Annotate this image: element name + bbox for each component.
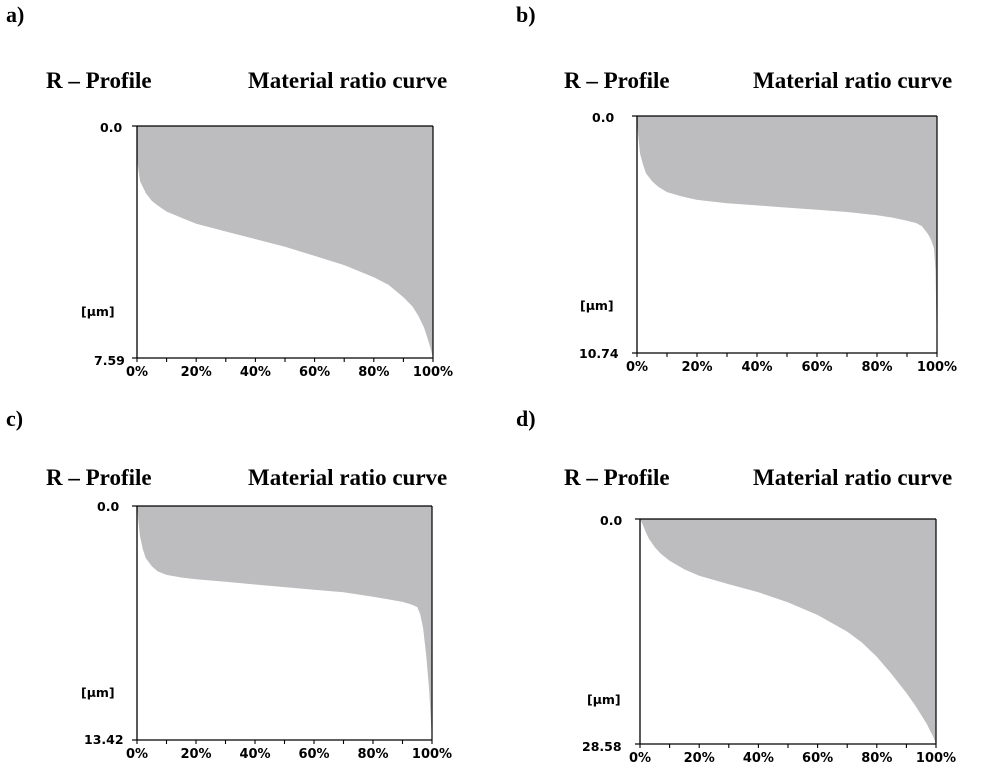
- x-tick-label: 100%: [413, 365, 453, 380]
- x-tick-label: 20%: [684, 751, 715, 766]
- x-tick-label: 80%: [861, 751, 892, 766]
- curve-title: Material ratio curve: [753, 465, 953, 490]
- material-ratio-area: [640, 519, 936, 744]
- x-tick-label: 80%: [358, 365, 389, 380]
- material-ratio-area: [137, 506, 432, 740]
- panel-letter: c): [6, 406, 24, 431]
- x-tick-label: 60%: [299, 365, 330, 380]
- panel-d: d) R – Profile Material ratio curve 0.0 …: [495, 388, 990, 776]
- x-tick-label: 20%: [681, 360, 712, 375]
- profile-title: R – Profile: [46, 68, 152, 93]
- curve-title: Material ratio curve: [753, 68, 953, 93]
- x-tick-label: 40%: [240, 365, 271, 380]
- chart-c: 0% 20% 40% 60% 80% 100%: [126, 505, 452, 762]
- y-bottom-label: 7.59: [94, 353, 125, 368]
- profile-title: R – Profile: [46, 465, 152, 490]
- y-bottom-label: 13.42: [84, 732, 124, 747]
- curve-title: Material ratio curve: [248, 465, 448, 490]
- profile-title: R – Profile: [564, 465, 670, 490]
- y-unit-label: [µm]: [580, 298, 614, 313]
- x-tick-label: 20%: [181, 365, 212, 380]
- panel-letter: a): [6, 2, 25, 27]
- x-tick-label: 100%: [917, 360, 957, 375]
- x-tick-label: 60%: [802, 751, 833, 766]
- x-tick-label: 40%: [743, 751, 774, 766]
- x-tick-label: 60%: [801, 360, 832, 375]
- x-tick-label: 0%: [126, 747, 148, 762]
- x-tick-label: 60%: [298, 747, 329, 762]
- y-bottom-label: 10.74: [579, 346, 619, 361]
- x-tick-label: 80%: [357, 747, 388, 762]
- y-top-label: 0.0: [600, 513, 623, 528]
- x-tick-label: 100%: [916, 751, 956, 766]
- x-tick-label: 100%: [412, 747, 452, 762]
- y-unit-label: [µm]: [81, 685, 115, 700]
- x-tick-label: 80%: [861, 360, 892, 375]
- y-top-label: 0.0: [592, 110, 615, 125]
- chart-b: 0% 20% 40% 60% 80% 100%: [626, 115, 957, 375]
- y-unit-label: [µm]: [587, 692, 621, 707]
- x-tick-label: 0%: [126, 365, 148, 380]
- panel-c: c) R – Profile Material ratio curve 0.0 …: [0, 388, 495, 776]
- material-ratio-area: [637, 116, 937, 353]
- x-tick-label: 0%: [626, 360, 648, 375]
- profile-title: R – Profile: [564, 68, 670, 93]
- y-top-label: 0.0: [100, 120, 123, 135]
- y-top-label: 0.0: [97, 499, 120, 514]
- x-tick-label: 40%: [741, 360, 772, 375]
- x-tick-label: 40%: [239, 747, 270, 762]
- y-bottom-label: 28.58: [582, 739, 622, 754]
- chart-a: 0% 20% 40% 60% 80% 100%: [126, 125, 453, 380]
- panel-b: b) R – Profile Material ratio curve 0.0 …: [495, 0, 990, 388]
- chart-d: 0% 20% 40% 60% 80% 100%: [629, 518, 956, 766]
- panel-a: a) R – Profile Material ratio curve 0.0 …: [0, 0, 495, 388]
- y-unit-label: [µm]: [81, 304, 115, 319]
- curve-title: Material ratio curve: [248, 68, 448, 93]
- material-ratio-area: [137, 126, 433, 358]
- x-tick-label: 20%: [180, 747, 211, 762]
- panel-letter: d): [516, 406, 536, 431]
- x-tick-label: 0%: [629, 751, 651, 766]
- panel-letter: b): [516, 2, 536, 27]
